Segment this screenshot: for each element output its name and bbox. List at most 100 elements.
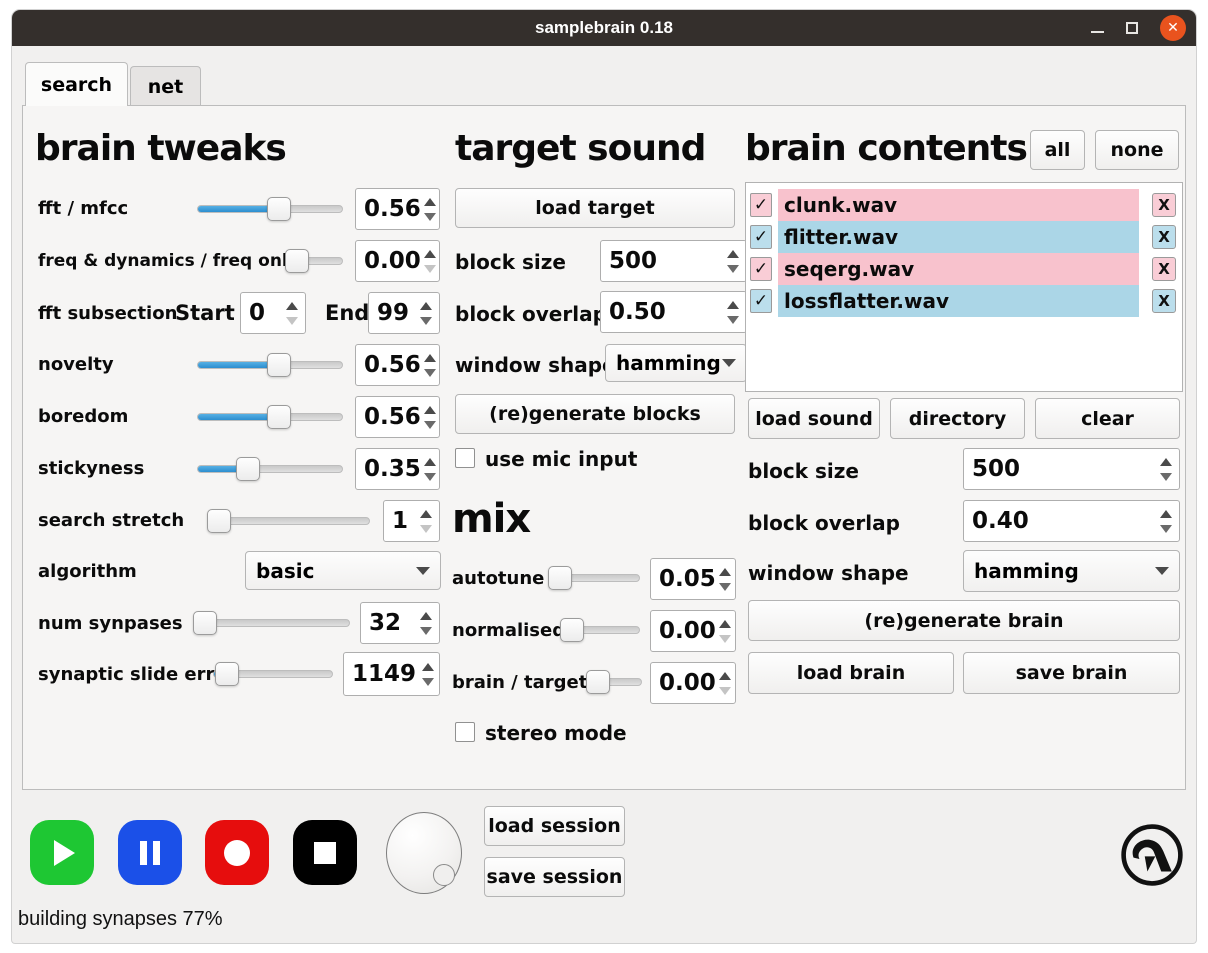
select-all-button[interactable]: all (1030, 130, 1085, 170)
spin-down-arrow[interactable] (421, 677, 434, 686)
spin-up-arrow[interactable] (423, 197, 436, 206)
spin-up-arrow[interactable] (423, 249, 436, 258)
directory-button[interactable]: directory (890, 398, 1025, 439)
regenerate-blocks-button[interactable]: (re)generate blocks (455, 394, 735, 434)
slider-handle[interactable] (266, 405, 291, 429)
synaptic-slide-error-value[interactable]: 1149 (352, 661, 417, 687)
spin-up-arrow[interactable] (423, 405, 436, 414)
fft-mfcc-slider[interactable] (197, 196, 343, 222)
spin-down-arrow[interactable] (286, 316, 298, 325)
slider-handle[interactable] (266, 197, 291, 221)
file-checkbox[interactable]: ✓ (750, 257, 772, 281)
slider-handle[interactable] (193, 611, 217, 635)
file-name[interactable]: clunk.wav (778, 189, 1139, 221)
num-synpases-value[interactable]: 32 (369, 610, 402, 636)
maximize-icon[interactable] (1126, 22, 1138, 34)
file-name[interactable]: flitter.wav (778, 221, 1139, 253)
spin-down-arrow[interactable] (420, 524, 432, 533)
brain-contents-list[interactable]: ✓ clunk.wav X ✓ flitter.wav X ✓ seqerg.w… (745, 182, 1183, 392)
regenerate-brain-button[interactable]: (re)generate brain (748, 600, 1180, 641)
brain-target-slider[interactable] (586, 669, 642, 695)
load-target-button[interactable]: load target (455, 188, 735, 228)
slider-handle[interactable] (548, 566, 572, 590)
normalised-value[interactable]: 0.00 (659, 618, 716, 644)
slider-handle[interactable] (266, 353, 291, 377)
spin-up-arrow[interactable] (719, 619, 732, 628)
slider-handle[interactable] (586, 670, 610, 694)
file-remove-button[interactable]: X (1152, 193, 1176, 217)
freq-dynamics-value[interactable]: 0.00 (364, 248, 421, 274)
stereo-mode-checkbox[interactable] (455, 722, 475, 742)
spin-up-arrow[interactable] (420, 509, 432, 518)
spin-up-arrow[interactable] (420, 301, 432, 310)
minimize-icon[interactable] (1091, 31, 1104, 33)
spin-up-arrow[interactable] (727, 300, 739, 309)
use-mic-input-checkbox[interactable] (455, 448, 475, 468)
brain-window-shape-dropdown[interactable]: hamming (963, 550, 1180, 592)
search-stretch-slider[interactable] (207, 508, 370, 534)
file-checkbox[interactable]: ✓ (750, 289, 772, 313)
record-button[interactable] (205, 820, 269, 885)
brain-block-size-value[interactable]: 500 (972, 456, 1021, 482)
novelty-value[interactable]: 0.56 (364, 352, 421, 378)
target-window-shape-dropdown[interactable]: hamming (605, 344, 747, 382)
boredom-value[interactable]: 0.56 (364, 404, 421, 430)
autotune-value[interactable]: 0.05 (659, 566, 716, 592)
spin-down-arrow[interactable] (719, 686, 732, 695)
fft-start-value[interactable]: 0 (249, 300, 266, 326)
select-none-button[interactable]: none (1095, 130, 1179, 170)
titlebar[interactable]: samplebrain 0.18 ✕ (12, 10, 1196, 46)
algorithm-dropdown[interactable]: basic (245, 551, 441, 590)
synaptic-slide-error-slider[interactable] (213, 661, 333, 687)
autotune-slider[interactable] (548, 565, 640, 591)
spin-down-arrow[interactable] (1160, 472, 1172, 481)
file-remove-button[interactable]: X (1152, 289, 1176, 313)
play-button[interactable] (30, 820, 94, 885)
spin-up-arrow[interactable] (1160, 509, 1172, 518)
tab-search[interactable]: search (25, 62, 128, 106)
spin-up-arrow[interactable] (727, 249, 739, 258)
file-name[interactable]: seqerg.wav (778, 253, 1139, 285)
fft-end-value[interactable]: 99 (377, 300, 410, 326)
close-icon[interactable]: ✕ (1160, 15, 1186, 41)
save-session-button[interactable]: save session (484, 857, 625, 897)
load-sound-button[interactable]: load sound (748, 398, 880, 439)
spin-down-arrow[interactable] (423, 212, 436, 221)
spin-up-arrow[interactable] (719, 671, 732, 680)
stickyness-slider[interactable] (197, 456, 343, 482)
spin-down-arrow[interactable] (423, 264, 436, 273)
spin-up-arrow[interactable] (420, 611, 432, 620)
pause-button[interactable] (118, 820, 182, 885)
target-block-size-value[interactable]: 500 (609, 248, 658, 274)
spin-down-arrow[interactable] (423, 420, 436, 429)
file-name[interactable]: lossflatter.wav (778, 285, 1139, 317)
freq-dynamics-slider[interactable] (285, 248, 343, 274)
slider-handle[interactable] (560, 618, 584, 642)
volume-knob[interactable] (386, 812, 462, 894)
brain-block-overlap-value[interactable]: 0.40 (972, 508, 1029, 534)
spin-down-arrow[interactable] (719, 634, 732, 643)
slider-handle[interactable] (207, 509, 231, 533)
clear-button[interactable]: clear (1035, 398, 1180, 439)
spin-up-arrow[interactable] (1160, 457, 1172, 466)
spin-up-arrow[interactable] (286, 301, 298, 310)
num-synpases-slider[interactable] (193, 610, 350, 636)
file-remove-button[interactable]: X (1152, 225, 1176, 249)
normalised-slider[interactable] (560, 617, 640, 643)
spin-up-arrow[interactable] (719, 567, 732, 576)
spin-down-arrow[interactable] (1160, 524, 1172, 533)
save-brain-button[interactable]: save brain (963, 652, 1180, 694)
file-remove-button[interactable]: X (1152, 257, 1176, 281)
spin-down-arrow[interactable] (423, 368, 436, 377)
stickyness-value[interactable]: 0.35 (364, 456, 421, 482)
tab-net[interactable]: net (130, 66, 201, 106)
target-block-overlap-value[interactable]: 0.50 (609, 299, 666, 325)
fft-mfcc-value[interactable]: 0.56 (364, 196, 421, 222)
spin-down-arrow[interactable] (727, 264, 739, 273)
brain-target-value[interactable]: 0.00 (659, 670, 716, 696)
load-session-button[interactable]: load session (484, 806, 625, 846)
spin-up-arrow[interactable] (423, 457, 436, 466)
slider-handle[interactable] (236, 457, 261, 481)
spin-down-arrow[interactable] (423, 472, 436, 481)
spin-down-arrow[interactable] (420, 626, 432, 635)
